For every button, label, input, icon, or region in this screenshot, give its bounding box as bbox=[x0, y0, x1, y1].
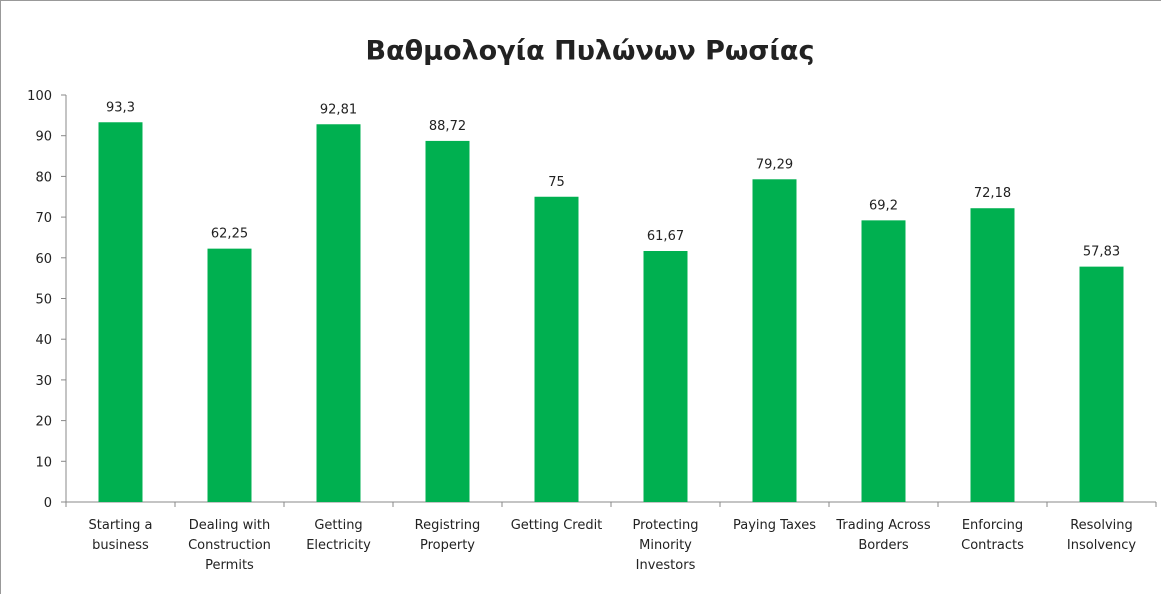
x-tick-label: Trading Across Borders bbox=[835, 518, 930, 553]
x-tick-label: Protecting Minority Investors bbox=[632, 518, 698, 573]
x-tick-label: Getting Credit bbox=[511, 518, 603, 533]
y-tick-label: 80 bbox=[35, 170, 52, 185]
y-tick-label: 90 bbox=[35, 130, 52, 145]
data-label: 92,81 bbox=[320, 102, 357, 117]
bar bbox=[98, 122, 143, 503]
y-tick-label: 70 bbox=[35, 211, 52, 226]
data-label: 62,25 bbox=[211, 227, 248, 242]
bar bbox=[643, 251, 688, 502]
data-label: 79,29 bbox=[756, 157, 793, 172]
y-tick-label: 100 bbox=[27, 89, 52, 104]
data-label: 57,83 bbox=[1083, 245, 1120, 260]
bar bbox=[970, 208, 1015, 502]
x-tick-label: Dealing with Construction Permits bbox=[188, 518, 271, 573]
y-tick-label: 20 bbox=[35, 415, 52, 430]
bar bbox=[316, 124, 361, 502]
x-tick-label: Getting Electricity bbox=[306, 518, 371, 553]
chart-title: Βαθμολογία Πυλώνων Ρωσίας bbox=[366, 36, 815, 67]
x-tick-label: Resolving Insolvency bbox=[1067, 518, 1136, 553]
y-tick-label: 40 bbox=[35, 333, 52, 348]
data-label: 61,67 bbox=[647, 229, 684, 244]
bar bbox=[752, 179, 797, 502]
data-label: 93,3 bbox=[106, 100, 135, 115]
bar bbox=[534, 196, 579, 502]
data-label: 88,72 bbox=[429, 119, 466, 134]
bar bbox=[425, 140, 470, 502]
y-tick-label: 60 bbox=[35, 252, 52, 267]
data-label: 72,18 bbox=[974, 186, 1011, 201]
x-tick-label: Starting a business bbox=[89, 518, 153, 553]
y-tick-label: 0 bbox=[44, 496, 52, 511]
bar bbox=[207, 248, 252, 502]
data-label: 69,2 bbox=[869, 198, 898, 213]
data-label: 75 bbox=[548, 175, 565, 190]
x-tick-label: Registring Property bbox=[415, 518, 481, 553]
y-tick-label: 30 bbox=[35, 374, 52, 389]
bar bbox=[1079, 266, 1124, 502]
y-tick-label: 10 bbox=[35, 455, 52, 470]
bar bbox=[861, 220, 906, 502]
x-tick-label: Enforcing Contracts bbox=[961, 518, 1024, 553]
x-tick-label: Paying Taxes bbox=[733, 518, 816, 533]
y-tick-label: 50 bbox=[35, 293, 52, 308]
